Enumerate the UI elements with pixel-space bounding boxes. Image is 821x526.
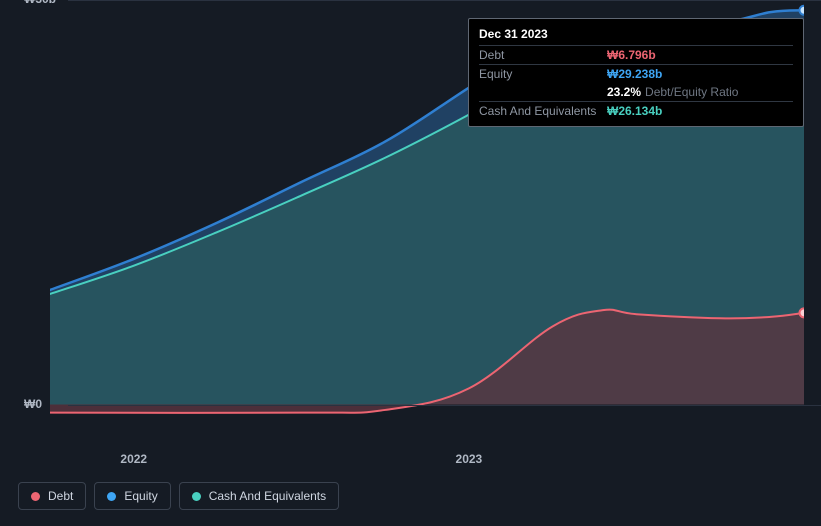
y-axis-label: ₩30b (24, 0, 56, 6)
legend-label: Cash And Equivalents (209, 489, 326, 503)
tooltip-row: Debt₩6.796b (479, 45, 793, 64)
x-axis-label: 2022 (120, 452, 147, 466)
legend-label: Equity (124, 489, 157, 503)
legend-swatch (107, 492, 116, 501)
legend-item-debt[interactable]: Debt (18, 482, 86, 510)
y-axis-label: ₩0 (24, 397, 42, 411)
tooltip-row-value: ₩6.796b (607, 47, 656, 64)
legend: Debt Equity Cash And Equivalents (18, 482, 339, 510)
gridline (68, 0, 821, 1)
tooltip-row-suffix: Debt/Equity Ratio (645, 84, 738, 101)
tooltip-row-value: ₩29.238b (607, 66, 662, 83)
tooltip-date: Dec 31 2023 (479, 27, 793, 41)
legend-label: Debt (48, 489, 73, 503)
tooltip-row: Cash And Equivalents₩26.134b (479, 101, 793, 120)
tooltip-row-value: ₩26.134b (607, 103, 662, 120)
tooltip-row-label: Cash And Equivalents (479, 103, 607, 120)
gridline (68, 405, 821, 406)
tooltip-row-value: 23.2% (607, 84, 641, 101)
legend-item-cash-and-equivalents[interactable]: Cash And Equivalents (179, 482, 339, 510)
tooltip-panel: Dec 31 2023 Debt₩6.796bEquity₩29.238b23.… (468, 18, 804, 127)
tooltip-row: 23.2%Debt/Equity Ratio (479, 83, 793, 101)
tooltip-row: Equity₩29.238b (479, 64, 793, 83)
tooltip-row-label (479, 84, 607, 101)
legend-item-equity[interactable]: Equity (94, 482, 170, 510)
legend-swatch (192, 492, 201, 501)
tooltip-row-label: Equity (479, 66, 607, 83)
x-axis-label: 2023 (456, 452, 483, 466)
legend-swatch (31, 492, 40, 501)
tooltip-row-label: Debt (479, 47, 607, 64)
